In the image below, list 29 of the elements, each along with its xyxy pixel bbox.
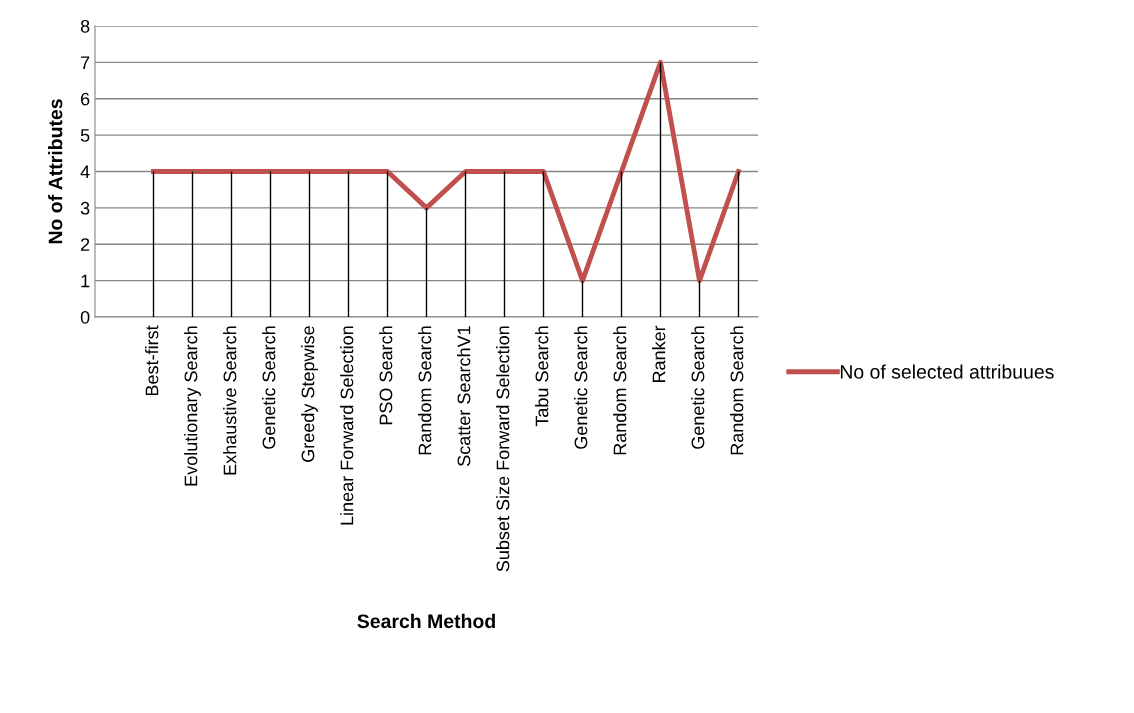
y-tick-label: 7 xyxy=(81,56,90,69)
y-tick-label: 4 xyxy=(80,165,90,179)
y-tick-label: 1 xyxy=(81,274,90,288)
y-tick-label: 6 xyxy=(81,92,90,106)
x-tick-label: Best-first xyxy=(145,325,159,396)
y-tick-label: 8 xyxy=(80,19,90,33)
x-tick-label: Random Search xyxy=(418,326,432,455)
y-tick-label: 0 xyxy=(80,310,90,324)
x-axis-title: Search Method xyxy=(357,613,495,629)
x-tick-label: Genetic Search xyxy=(691,326,705,449)
y-tick-label: 2 xyxy=(81,238,90,251)
x-tick-label: Tabu Search xyxy=(535,326,549,427)
legend-label: No of selected attribuues xyxy=(840,364,1054,379)
x-tick-label: Random Search xyxy=(730,326,744,455)
x-tick-label: Scatter SearchV1 xyxy=(457,326,471,467)
x-tick-label: Greedy Stepwise xyxy=(301,326,318,462)
x-tick-label: Evolutionary Search xyxy=(184,326,201,486)
y-tick-label: 5 xyxy=(80,129,90,142)
x-tick-label: Ranker xyxy=(652,325,666,383)
x-tick-label: Random Search xyxy=(613,326,627,455)
x-tick-label: Genetic Search xyxy=(262,326,276,449)
y-tick-label: 3 xyxy=(80,201,90,215)
y-axis-title: No of Attributes xyxy=(48,99,63,244)
x-tick-label: Linear Forward Selection xyxy=(340,326,354,525)
x-tick-label: PSO Search xyxy=(379,326,393,425)
x-tick-label: Genetic Search xyxy=(574,326,588,449)
line-series xyxy=(151,59,741,284)
x-tick-label: Subset Size Forward Selection xyxy=(496,326,510,572)
x-tick-label: Exhaustive Search xyxy=(223,326,237,475)
